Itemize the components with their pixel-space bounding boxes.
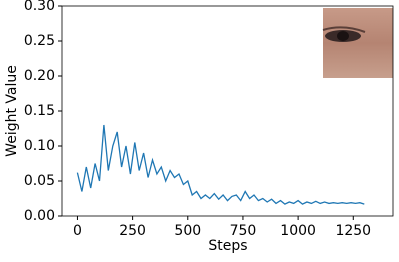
y-tick-label: 0.15 — [24, 103, 55, 119]
x-tick-label: 1000 — [280, 223, 316, 239]
y-tick-label: 0.30 — [24, 0, 55, 14]
plot-frame — [61, 5, 394, 217]
x-tick-label: 500 — [174, 223, 201, 239]
y-axis-label: Weight Value — [4, 65, 20, 157]
x-tick-label: 750 — [230, 223, 257, 239]
x-tick-label: 0 — [73, 223, 82, 239]
y-tick-label: 0.25 — [24, 33, 55, 49]
data-line — [76, 124, 365, 205]
x-tick-label: 1250 — [335, 223, 371, 239]
x-axis-label: Steps — [208, 238, 247, 254]
y-tick-label: 0.10 — [24, 138, 55, 154]
y-tick-label: 0.20 — [24, 68, 55, 84]
y-tick-label: 0.00 — [24, 208, 55, 224]
inset-image — [322, 8, 393, 78]
x-tick-label: 250 — [119, 223, 146, 239]
y-tick-label: 0.05 — [24, 173, 55, 189]
